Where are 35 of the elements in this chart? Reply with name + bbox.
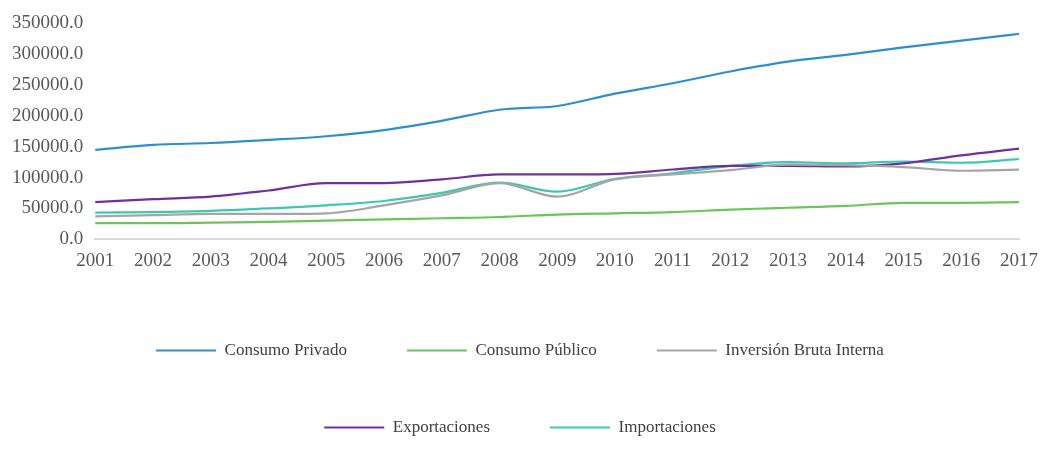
y-tick-label: 150000.0 bbox=[12, 134, 84, 156]
y-tick-label: 50000.0 bbox=[21, 196, 84, 218]
line-series bbox=[94, 32, 1021, 151]
line-series bbox=[94, 147, 1021, 204]
x-tick-label: 2016 bbox=[942, 248, 981, 270]
x-tick-label: 2012 bbox=[711, 248, 750, 270]
x-tick-label: 2011 bbox=[653, 248, 692, 270]
x-tick-label: 2010 bbox=[595, 248, 634, 270]
x-tick-label: 2005 bbox=[307, 248, 346, 270]
x-tick-label: 2009 bbox=[538, 248, 577, 270]
x-tick-label: 2003 bbox=[191, 248, 230, 270]
x-tick-label: 2013 bbox=[769, 248, 808, 270]
x-tick-label: 2007 bbox=[422, 248, 461, 270]
x-tick-label: 2014 bbox=[826, 248, 866, 270]
legend-label: Consumo Privado bbox=[224, 339, 347, 359]
y-tick-label: 250000.0 bbox=[12, 73, 84, 95]
line-series bbox=[94, 201, 1021, 225]
line-series bbox=[94, 163, 1021, 218]
x-tick-label: 2004 bbox=[249, 248, 288, 270]
legend-label: Consumo Público bbox=[475, 339, 597, 359]
legend-label: Exportaciones bbox=[392, 416, 491, 436]
x-tick-label: 2001 bbox=[76, 248, 115, 270]
x-tick-label: 2002 bbox=[133, 248, 172, 270]
x-tick-label: 2015 bbox=[884, 248, 923, 270]
x-tick-label: 2008 bbox=[480, 248, 519, 270]
x-tick-label: 2006 bbox=[364, 248, 403, 270]
x-tick-label: 2017 bbox=[1000, 248, 1038, 270]
line-series bbox=[94, 157, 1021, 214]
legend-label: Importaciones bbox=[618, 416, 716, 436]
y-tick-label: 350000.0 bbox=[12, 11, 84, 33]
y-tick-label: 100000.0 bbox=[12, 165, 84, 187]
y-tick-label: 200000.0 bbox=[12, 103, 84, 125]
legend-label: Inversión Bruta Interna bbox=[725, 339, 885, 359]
y-tick-label: 300000.0 bbox=[12, 42, 84, 64]
y-tick-label: 0.0 bbox=[59, 227, 84, 249]
